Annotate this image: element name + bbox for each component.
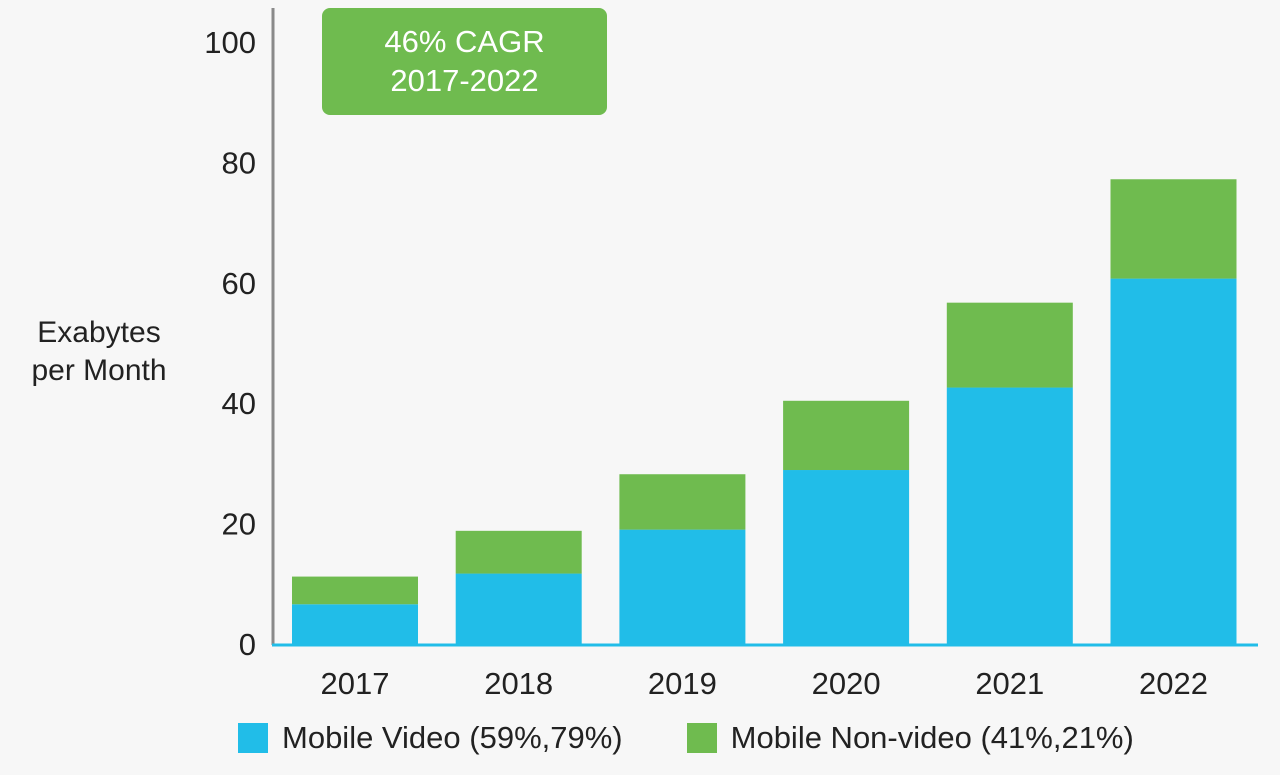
bar-mobile-video-2019: [619, 529, 746, 644]
legend-swatch-mobile-video: [238, 723, 268, 753]
bar-mobile-video-2020: [783, 470, 910, 644]
bar-mobile-video-2017: [292, 604, 418, 644]
y-tick-label-80: 80: [222, 145, 256, 180]
bar-mobile-non-video-2020: [783, 400, 910, 471]
bar-mobile-video-2022: [1110, 278, 1237, 644]
x-axis-ticks: 2017 2018 2019 2020 2021 2022: [321, 666, 1208, 701]
legend-swatch-mobile-non-video: [686, 723, 717, 753]
y-tick-label-100: 100: [204, 25, 256, 60]
y-tick-label-40: 40: [222, 386, 256, 421]
y-axis-ticks: 0 20 40 60 80 100: [204, 25, 256, 662]
x-tick-label-2017: 2017: [321, 666, 390, 701]
x-tick-label-2021: 2021: [975, 666, 1044, 701]
bar-mobile-video-2018: [455, 573, 582, 644]
legend-item-mobile-video: Mobile Video (59%,79%): [238, 720, 623, 756]
legend-label-mobile-video: Mobile Video (59%,79%): [282, 720, 623, 755]
y-axis-label: Exabytes per Month: [10, 314, 188, 390]
cagr-badge-line-1: 46% CAGR: [384, 24, 545, 59]
legend-label-mobile-non-video: Mobile Non-video (41%,21%): [730, 720, 1134, 755]
cagr-badge: 46% CAGR 2017-2022: [322, 8, 607, 115]
legend: Mobile Video (59%,79%) Mobile Non-video …: [238, 716, 1198, 760]
bars-group: [292, 179, 1237, 644]
x-tick-label-2022: 2022: [1139, 666, 1208, 701]
x-tick-label-2020: 2020: [812, 666, 881, 701]
x-tick-label-2019: 2019: [648, 666, 717, 701]
y-tick-label-60: 60: [222, 266, 256, 301]
x-tick-label-2018: 2018: [484, 666, 553, 701]
bar-mobile-video-2021: [946, 387, 1073, 644]
y-tick-label-20: 20: [222, 507, 256, 542]
y-tick-label-0: 0: [239, 627, 256, 662]
bar-mobile-non-video-2019: [619, 474, 746, 530]
bar-mobile-non-video-2021: [946, 302, 1073, 388]
legend-item-mobile-non-video: Mobile Non-video (41%,21%): [686, 720, 1134, 756]
bar-mobile-non-video-2018: [455, 530, 582, 574]
bar-mobile-non-video-2022: [1110, 179, 1237, 279]
cagr-badge-line-2: 2017-2022: [390, 63, 539, 98]
bar-mobile-non-video-2017: [292, 576, 418, 605]
y-axis-label-line-1: Exabytes: [37, 316, 161, 349]
y-axis-label-line-2: per Month: [31, 354, 167, 387]
